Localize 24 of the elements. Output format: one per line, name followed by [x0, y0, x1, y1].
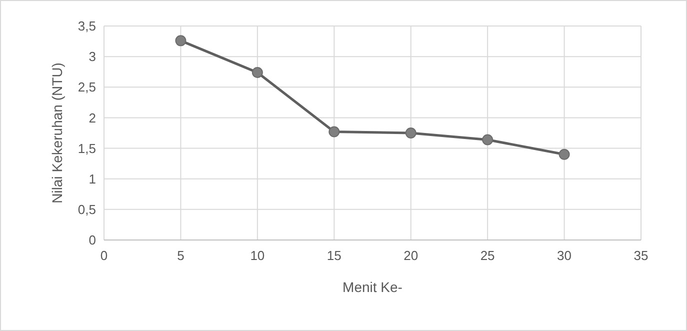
y-axis-title: Nilai Kekeruhan (NTU)	[49, 62, 65, 204]
point	[558, 148, 570, 160]
x-tick-label: 5	[177, 248, 184, 263]
x-tick-label: 15	[326, 248, 342, 263]
y-tick-label: 2	[88, 110, 96, 126]
x-tick-label: 25	[480, 248, 495, 263]
x-tick-label: 10	[250, 248, 265, 263]
y-tick-label: 1	[88, 171, 96, 186]
x-tick-label: 35	[634, 248, 648, 263]
point	[405, 128, 416, 138]
point	[328, 126, 340, 138]
x-axis-title: Menit Ke-	[342, 279, 403, 295]
y-tick-label: 2,5	[78, 80, 96, 95]
x-tick-label: 0	[100, 248, 108, 263]
y-tick-label: 0	[88, 232, 96, 248]
point	[175, 35, 186, 46]
x-tick-label: 30	[557, 248, 572, 263]
y-tick-label: 0,5	[78, 202, 96, 217]
y-tick-label: 3	[88, 49, 96, 64]
point	[482, 134, 494, 146]
point	[252, 66, 263, 78]
x-tick-label: 20	[404, 248, 418, 263]
y-tick-label: 1,5	[78, 140, 96, 156]
y-tick-label: 3,5	[78, 18, 96, 34]
